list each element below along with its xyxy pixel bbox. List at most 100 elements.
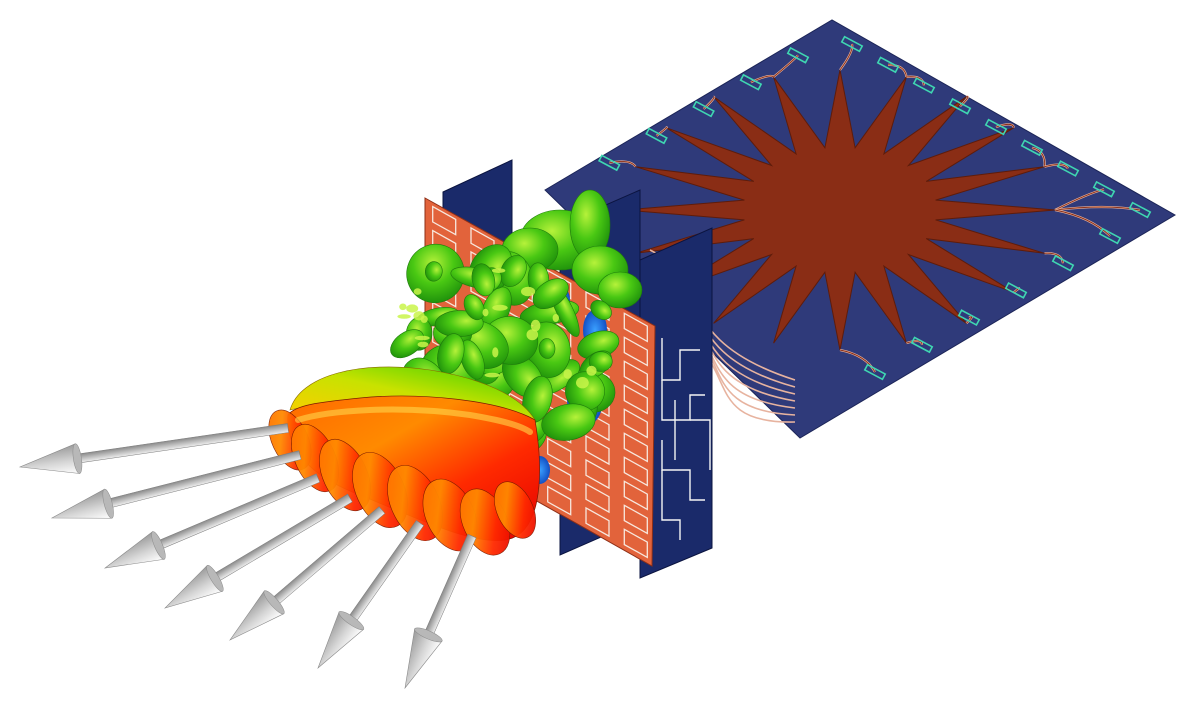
lens-trace-core (1054, 188, 1105, 211)
side-lobe-highlight (491, 268, 506, 273)
side-lobe (499, 254, 527, 288)
patch-element (623, 360, 648, 391)
lens-port (1004, 281, 1028, 299)
arrow-head-base (414, 627, 443, 643)
lens-trace-core (609, 161, 636, 167)
lens-port (1092, 180, 1116, 198)
lens-port (910, 336, 934, 354)
lens-port (1128, 201, 1152, 219)
radiation-pattern (268, 189, 643, 556)
patch-element (623, 504, 648, 535)
lens-port (645, 127, 668, 145)
arrow-shaft (422, 533, 477, 641)
lens-port (1020, 139, 1044, 157)
patch-element (623, 336, 648, 367)
side-lobe (390, 329, 424, 359)
patch-element (623, 528, 648, 559)
side-lobe-highlight (530, 319, 541, 332)
main-lobe (268, 366, 540, 556)
patch-element (623, 312, 648, 343)
feed-trace (690, 419, 711, 470)
side-lobe-highlight (492, 347, 499, 358)
side-lobe-highlight (586, 365, 597, 376)
beam-arrow (103, 473, 321, 569)
arrow-head-base (206, 565, 224, 592)
side-lobe-highlight (576, 377, 589, 389)
lens-port (912, 77, 936, 94)
side-lobe-highlight (482, 308, 489, 317)
lens-trace-core (1044, 252, 1064, 264)
side-lobe-highlight (526, 329, 539, 341)
side-lobe-highlight (563, 369, 572, 379)
lens-trace-core (995, 123, 1015, 128)
side-lobe (541, 403, 596, 441)
lens-ports (597, 35, 1152, 381)
beam-arrows (18, 423, 477, 690)
beam-arrow (404, 533, 477, 690)
side-lobe-highlight (552, 314, 559, 322)
patch-element (623, 408, 648, 439)
lens-port (692, 100, 715, 118)
patch-element (547, 437, 572, 468)
lens-trace-core (1044, 164, 1069, 169)
beam-arrow (229, 506, 386, 641)
patch-element (623, 480, 648, 511)
lens-port (1051, 254, 1075, 272)
arrow-head-base (338, 611, 365, 631)
side-lobe-highlight (397, 314, 411, 319)
side-lobe-highlight (484, 372, 500, 378)
patch-element (585, 434, 610, 466)
arrow-head-base (151, 531, 166, 560)
side-lobe (471, 263, 496, 297)
patch-element (623, 456, 648, 487)
side-lobe-highlight (414, 335, 430, 341)
arrow-head-base (263, 590, 285, 615)
side-lobe (424, 261, 443, 282)
side-lobe-highlight (420, 315, 428, 323)
side-lobe (532, 278, 569, 310)
arrow-shaft (72, 423, 289, 464)
lens-port (597, 154, 621, 172)
side-lobe-highlight (406, 304, 419, 313)
arrow-head (18, 443, 80, 474)
patch-element (623, 384, 648, 415)
lens-port (984, 118, 1008, 136)
lens-port (863, 363, 887, 381)
patch-element (585, 506, 610, 538)
side-lobe-highlight (521, 286, 536, 297)
lens-trace-core (906, 340, 923, 345)
arrow-shaft (208, 493, 353, 585)
lens-port (840, 35, 864, 53)
arrow-head-base (102, 488, 114, 519)
feed-trace (661, 470, 681, 540)
beam-arrow (317, 520, 425, 670)
lens-port (957, 309, 981, 327)
patch-element (585, 290, 610, 322)
side-lobe-highlight (417, 341, 429, 348)
lens-port (1056, 160, 1080, 177)
lens-trace-core (839, 349, 876, 373)
side-lobe (459, 339, 485, 380)
side-lobe (538, 338, 556, 359)
side-lobe (588, 351, 613, 372)
patch-element (585, 482, 610, 514)
beam-arrow (164, 493, 353, 609)
arrow-head-base (72, 443, 83, 474)
patch-element (585, 458, 610, 490)
patch-element (623, 432, 648, 463)
main-lobe-highlight (295, 406, 533, 435)
side-lobe (590, 300, 612, 320)
lens-trace-core (839, 43, 853, 71)
lens-trace-core (1031, 147, 1046, 167)
beam-arrow (18, 423, 289, 474)
side-lobe-highlight (413, 288, 422, 295)
main-lobe-petal (494, 481, 536, 539)
side-lobe (597, 271, 643, 309)
side-lobe-highlight (399, 303, 407, 311)
lens-port (786, 46, 810, 64)
patch-element (432, 205, 457, 236)
feed-board-traces (661, 338, 711, 540)
beam-arrow (50, 450, 302, 519)
